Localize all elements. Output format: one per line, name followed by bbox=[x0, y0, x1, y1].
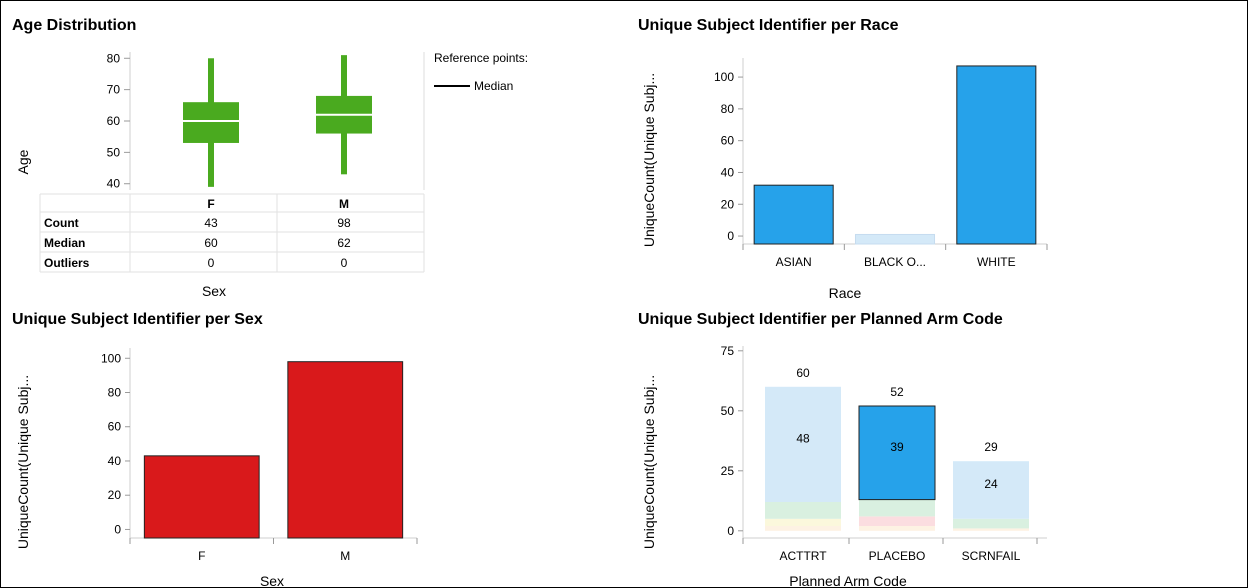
race-chart-title: Unique Subject Identifier per Race bbox=[638, 17, 899, 34]
sex-x-axis-label: Sex bbox=[260, 573, 284, 588]
y-tick-label: 60 bbox=[721, 134, 735, 148]
y-tick-label: 0 bbox=[727, 229, 734, 243]
y-tick-label: 20 bbox=[721, 197, 735, 211]
table-cell: 98 bbox=[337, 216, 351, 230]
y-tick-label: 80 bbox=[721, 102, 735, 116]
box-F[interactable] bbox=[183, 58, 239, 187]
age-legend[interactable]: Reference points: Median bbox=[434, 51, 528, 93]
bar-WHITE bbox=[956, 65, 1037, 245]
y-tick-label: 0 bbox=[727, 524, 734, 538]
y-tick-label: 0 bbox=[114, 522, 121, 536]
sex-chart-title: Unique Subject Identifier per Sex bbox=[12, 311, 263, 328]
total-label-ACTTRT: 60 bbox=[796, 366, 810, 380]
total-label-SCRNFAIL: 29 bbox=[984, 440, 998, 454]
segment-PLACEBO bbox=[859, 499, 935, 517]
y-tick-label: 50 bbox=[107, 145, 121, 159]
arm-x-axis-label: Planned Arm Code bbox=[789, 573, 907, 588]
y-tick-label: 20 bbox=[108, 488, 122, 502]
segment-PLACEBO bbox=[859, 526, 935, 531]
box-M[interactable] bbox=[316, 55, 372, 175]
box-body bbox=[183, 102, 239, 143]
x-tick-label: BLACK O... bbox=[864, 255, 926, 269]
race-x-axis-label: Race bbox=[829, 285, 862, 301]
arm-chart-title: Unique Subject Identifier per Planned Ar… bbox=[638, 311, 1003, 328]
y-tick-label: 25 bbox=[721, 464, 735, 478]
bar-ASIAN bbox=[753, 184, 834, 245]
y-tick-label: 100 bbox=[101, 351, 121, 365]
x-tick-label: SCRNFAIL bbox=[962, 549, 1021, 563]
y-tick-label: 40 bbox=[108, 454, 122, 468]
y-tick-label: 100 bbox=[714, 70, 734, 84]
y-tick-label: 40 bbox=[721, 165, 735, 179]
table-cell: 60 bbox=[204, 236, 218, 250]
bar-BLACK O... bbox=[854, 233, 936, 245]
x-tick-label: M bbox=[340, 549, 350, 563]
panel-race[interactable]: Unique Subject Identifier per Race Uniqu… bbox=[638, 17, 1048, 301]
table-row-label: Outliers bbox=[44, 256, 90, 270]
x-tick-label: F bbox=[198, 549, 205, 563]
x-tick-label: WHITE bbox=[977, 255, 1016, 269]
age-stats-table: F M Count 43 98 Median 60 62 Outliers 0 0 bbox=[39, 193, 425, 273]
x-tick-label: ASIAN bbox=[776, 255, 812, 269]
segment-ACTTRT bbox=[765, 526, 841, 531]
arm-stacked-bars[interactable]: 0 25 50 75 48 60 ACTTRT 39 52 PLACEBO 24 29 SCRNFAIL bbox=[721, 344, 1047, 563]
table-row-label: Count bbox=[44, 216, 79, 230]
table-cell: 62 bbox=[337, 236, 351, 250]
bar-F bbox=[143, 455, 260, 539]
segment-PLACEBO bbox=[859, 516, 935, 526]
panel-sex[interactable]: Unique Subject Identifier per Sex Unique… bbox=[12, 311, 418, 588]
segment-label: 24 bbox=[984, 477, 998, 491]
bar-M bbox=[287, 361, 404, 539]
table-header-F: F bbox=[207, 197, 214, 211]
table-header-M: M bbox=[339, 197, 349, 211]
y-tick-label: 80 bbox=[107, 51, 121, 65]
age-chart-title: Age Distribution bbox=[12, 17, 136, 34]
table-cell: 0 bbox=[208, 256, 215, 270]
table-row-label: Median bbox=[44, 236, 85, 250]
y-tick-label: 70 bbox=[107, 83, 121, 97]
panel-age-distribution[interactable]: Age Distribution Age 40 50 60 70 80 F M Count 4… bbox=[12, 17, 528, 299]
y-tick-label: 60 bbox=[107, 114, 121, 128]
age-legend-title: Reference points: bbox=[434, 51, 528, 65]
y-tick-label: 40 bbox=[107, 177, 121, 191]
age-x-axis-label: Sex bbox=[202, 283, 226, 299]
race-bars[interactable]: 0 20 40 60 80 100 ASIAN BLACK O... WHITE bbox=[714, 58, 1048, 269]
x-tick-label: PLACEBO bbox=[869, 549, 926, 563]
segment-ACTTRT bbox=[765, 386, 841, 502]
age-y-axis-label: Age bbox=[15, 149, 31, 174]
segment-SCRNFAIL bbox=[953, 528, 1029, 531]
panel-arm[interactable]: Unique Subject Identifier per Planned Ar… bbox=[638, 311, 1047, 588]
table-cell: 43 bbox=[204, 216, 218, 230]
race-y-axis-label: UniqueCount(Unique Subj... bbox=[641, 73, 657, 247]
segment-ACTTRT bbox=[765, 518, 841, 526]
y-tick-label: 50 bbox=[721, 404, 735, 418]
segment-label: 48 bbox=[796, 431, 810, 445]
segment-SCRNFAIL bbox=[953, 518, 1029, 529]
y-tick-label: 60 bbox=[108, 420, 122, 434]
sex-bars[interactable]: 0 20 40 60 80 100 F M bbox=[101, 348, 418, 563]
y-tick-label: 80 bbox=[108, 386, 122, 400]
total-label-PLACEBO: 52 bbox=[890, 385, 904, 399]
segment-PLACEBO bbox=[858, 405, 936, 501]
age-boxes[interactable] bbox=[183, 55, 372, 187]
age-y-axis: 40 50 60 70 80 bbox=[107, 51, 425, 191]
x-tick-label: ACTTRT bbox=[779, 549, 827, 563]
y-tick-label: 75 bbox=[721, 344, 735, 358]
segment-SCRNFAIL bbox=[953, 461, 1029, 519]
arm-y-axis-label: UniqueCount(Unique Subj... bbox=[641, 375, 657, 549]
table-cell: 0 bbox=[341, 256, 348, 270]
segment-label: 39 bbox=[890, 440, 904, 454]
sex-y-axis-label: UniqueCount(Unique Subj... bbox=[15, 375, 31, 549]
median-legend-label: Median bbox=[474, 79, 513, 93]
segment-ACTTRT bbox=[765, 502, 841, 519]
